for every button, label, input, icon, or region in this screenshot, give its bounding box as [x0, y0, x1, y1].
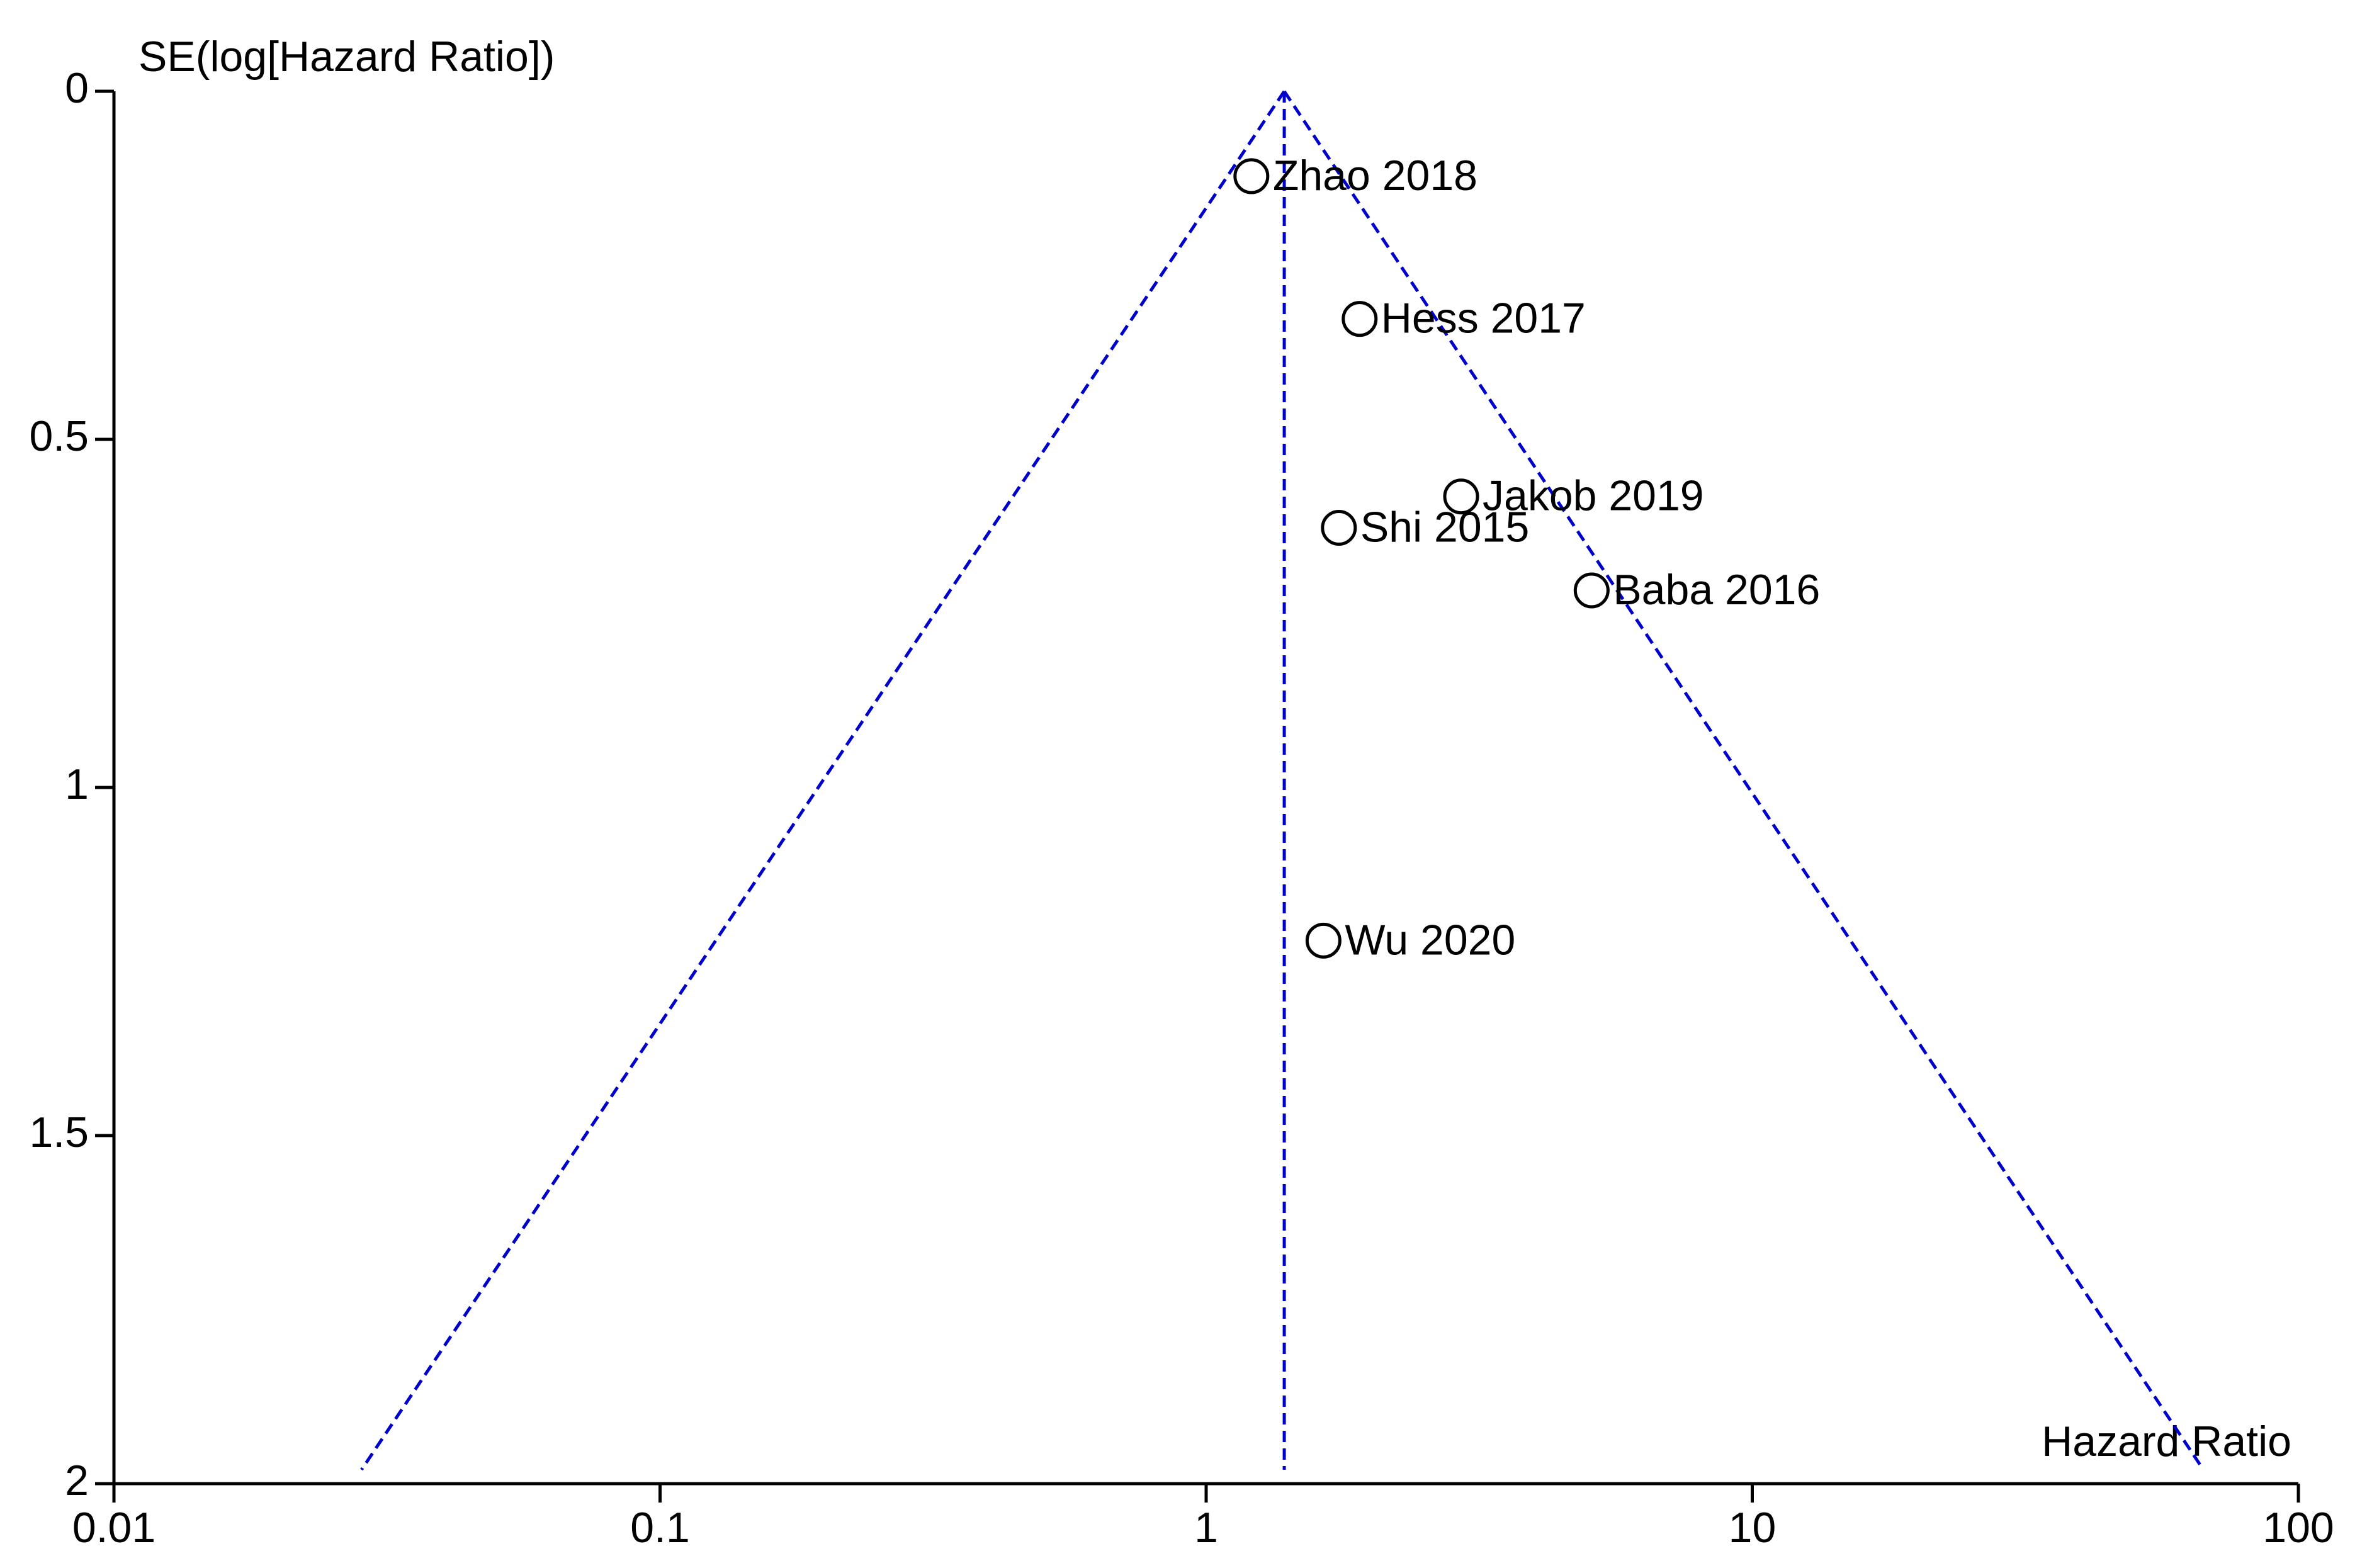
x-tick-label: 10: [1729, 1504, 1777, 1552]
study-point: [1443, 478, 1479, 515]
study-label: Shi 2015: [1360, 503, 1529, 551]
x-tick-label: 0.1: [630, 1504, 690, 1552]
x-tick-label: 100: [2262, 1504, 2334, 1552]
y-tick-label: 0.5: [29, 412, 89, 460]
funnel-lower-limit: [360, 90, 1286, 1471]
study-label: Baba 2016: [1613, 566, 1820, 614]
x-tick-label: 1: [1194, 1504, 1218, 1552]
x-tick-label: 0.01: [72, 1504, 155, 1552]
y-tick-label: 1: [65, 760, 89, 808]
study-label: Wu 2020: [1345, 916, 1515, 964]
study-point: [1342, 301, 1378, 337]
y-tick-label: 2: [65, 1457, 89, 1504]
y-tick-label: 0: [65, 64, 89, 112]
study-label: Zhao 2018: [1273, 152, 1477, 200]
y-axis-label: SE(log[Hazard Ratio]): [138, 33, 555, 81]
study-point: [1233, 158, 1270, 195]
x-axis-label: Hazard Ratio: [2042, 1418, 2291, 1465]
study-label: Jakob 2019: [1483, 472, 1704, 520]
study-point: [1305, 922, 1342, 959]
funnel-upper-limit: [1282, 90, 2205, 1471]
y-tick-label: 1.5: [29, 1108, 89, 1156]
study-point: [1321, 509, 1357, 546]
study-point: [1573, 572, 1610, 609]
study-label: Hess 2017: [1381, 295, 1586, 342]
